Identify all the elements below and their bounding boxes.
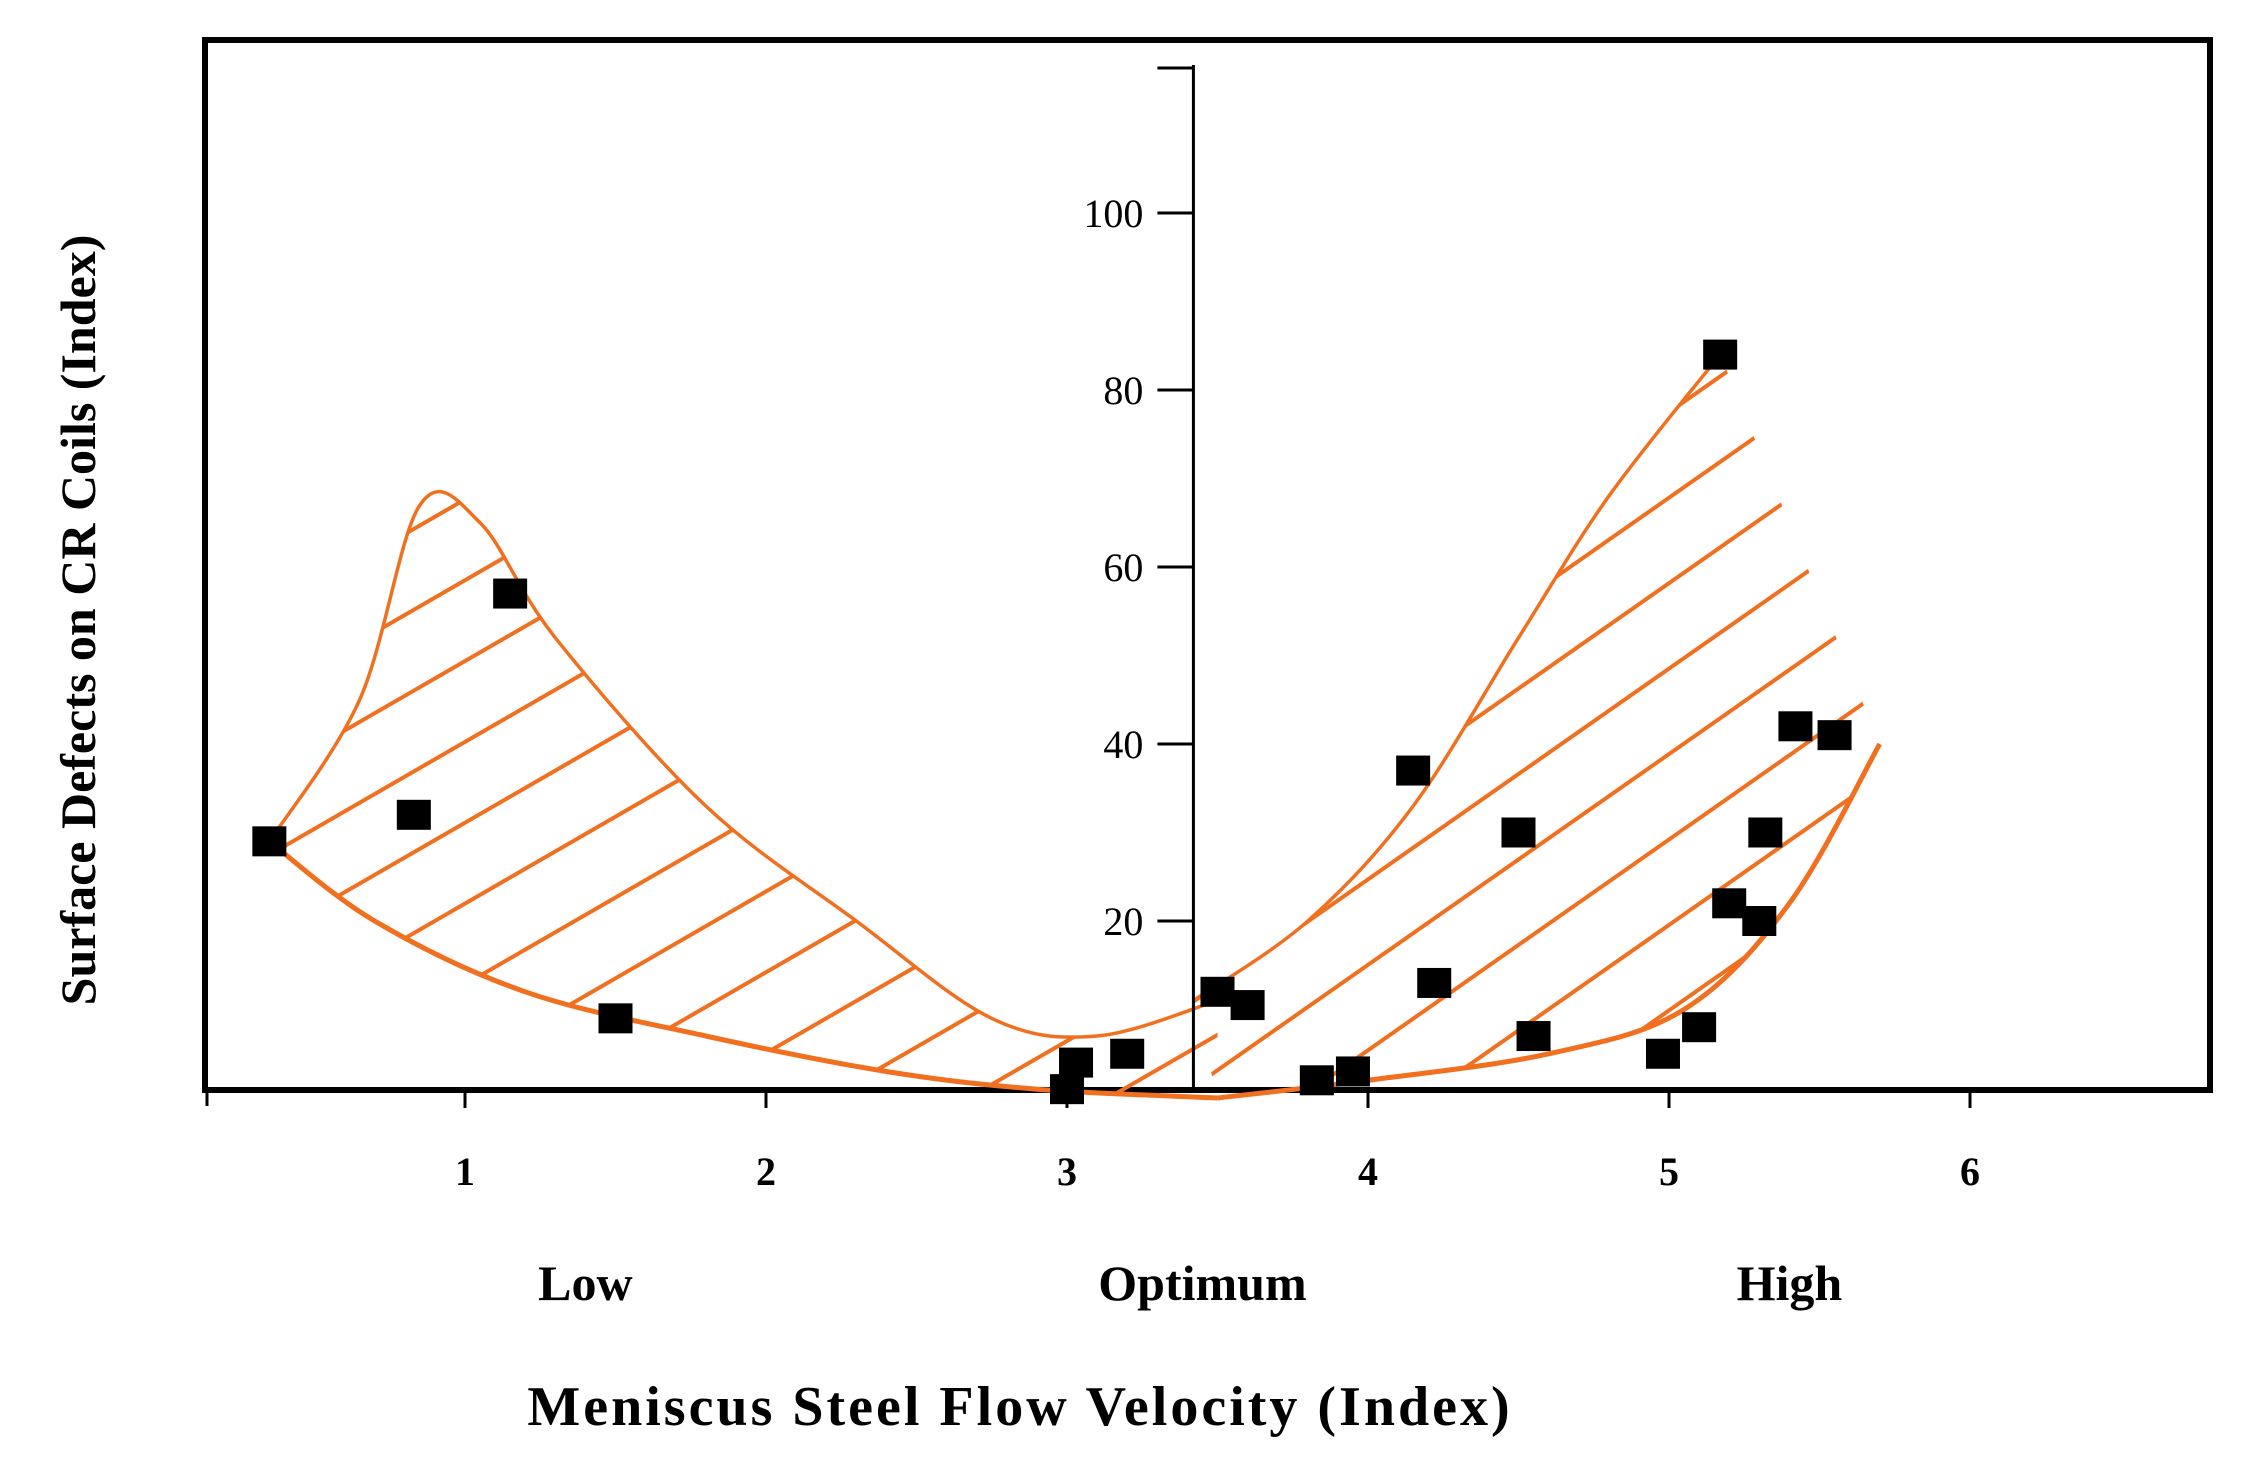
data-point <box>1110 1038 1145 1069</box>
x-axis-title: Meniscus Steel Flow Velocity (Index) <box>527 1376 1512 1438</box>
band-upper-curve <box>1192 353 1722 1003</box>
band-upper-curve <box>267 489 1218 1039</box>
band-hatch-fill <box>269 491 1218 1098</box>
data-point <box>1200 976 1235 1007</box>
data-point <box>1516 1021 1551 1052</box>
data-point <box>396 799 431 830</box>
data-point <box>1645 1038 1680 1069</box>
x-tick-label: 1 <box>455 1149 475 1194</box>
data-point <box>1417 967 1452 998</box>
data-points <box>252 339 1852 1105</box>
data-point <box>1230 990 1265 1021</box>
data-point <box>1335 1056 1370 1087</box>
data-point <box>1050 1074 1084 1105</box>
data-point <box>252 826 287 857</box>
y-tick-label: 100 <box>1083 191 1143 236</box>
y-tick-label: 20 <box>1103 899 1143 944</box>
data-point <box>1817 720 1852 751</box>
region-label: High <box>1737 1255 1843 1311</box>
y-tick-label: 80 <box>1103 368 1143 413</box>
region-label: Low <box>538 1255 632 1311</box>
data-point <box>1778 711 1813 742</box>
data-point <box>1682 1012 1717 1043</box>
y-tick-label: 40 <box>1103 722 1143 767</box>
y-tick-label: 60 <box>1103 545 1143 590</box>
region-label: Optimum <box>1098 1255 1306 1311</box>
data-point <box>1059 1047 1094 1078</box>
band-lower-curve <box>267 839 1218 1101</box>
data-point <box>1712 888 1747 919</box>
data-point <box>1742 906 1777 936</box>
data-point <box>493 578 528 609</box>
labels: Low Optimum High <box>538 1255 1842 1311</box>
data-point <box>1501 817 1536 848</box>
axes: 20 40 60 80 100 1 2 3 4 5 6 <box>205 65 1980 1194</box>
data-point <box>1748 817 1783 848</box>
band-hatch-fill <box>1193 354 1880 1099</box>
data-point <box>1703 339 1738 370</box>
x-tick-label: 2 <box>756 1149 776 1194</box>
y-axis-title: Surface Defects on CR Coils (Index) <box>50 235 106 1006</box>
x-tick-label: 5 <box>1659 1149 1679 1194</box>
x-tick-label: 6 <box>1960 1149 1980 1194</box>
data-point <box>598 1003 633 1034</box>
data-point <box>1396 755 1431 786</box>
x-tick-label: 3 <box>1057 1149 1077 1194</box>
data-point <box>1299 1065 1334 1096</box>
x-tick-label: 4 <box>1358 1149 1378 1194</box>
shaded-bands <box>267 353 1882 1101</box>
